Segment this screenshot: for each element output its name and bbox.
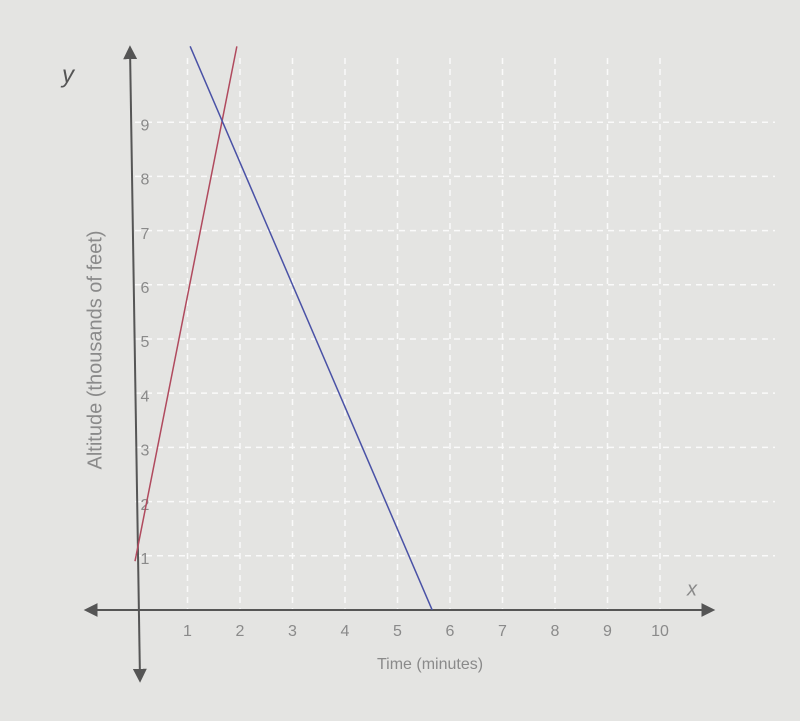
y-tick-label: 5 bbox=[141, 334, 150, 351]
y-axis-name: y bbox=[60, 61, 76, 88]
y-tick-label: 1 bbox=[141, 551, 150, 568]
x-tick-label: 5 bbox=[393, 623, 402, 640]
x-tick-label: 6 bbox=[446, 623, 455, 640]
x-tick-label: 8 bbox=[551, 623, 560, 640]
line bbox=[189, 46, 433, 611]
y-tick-label: 7 bbox=[141, 226, 150, 243]
y-tick-label: 8 bbox=[141, 172, 150, 189]
x-tick-label: 7 bbox=[498, 623, 507, 640]
y-tick-label: 9 bbox=[141, 117, 150, 134]
x-tick-label: 9 bbox=[603, 623, 612, 640]
x-tick-label: 1 bbox=[183, 623, 192, 640]
y-axis-label: Altitude (thousands of feet) bbox=[84, 230, 106, 469]
y-tick-label: 3 bbox=[141, 443, 150, 460]
x-axis-label: Time (minutes) bbox=[377, 656, 483, 673]
y-tick-label: 4 bbox=[141, 388, 150, 405]
x-axis-name: x bbox=[686, 578, 698, 600]
y-tick-label: 6 bbox=[141, 280, 150, 297]
y-axis bbox=[123, 45, 147, 683]
x-tick-label: 4 bbox=[341, 623, 350, 640]
x-tick-label: 2 bbox=[236, 623, 245, 640]
x-tick-label: 10 bbox=[651, 623, 669, 640]
x-tick-label: 3 bbox=[288, 623, 297, 640]
line bbox=[134, 46, 238, 562]
